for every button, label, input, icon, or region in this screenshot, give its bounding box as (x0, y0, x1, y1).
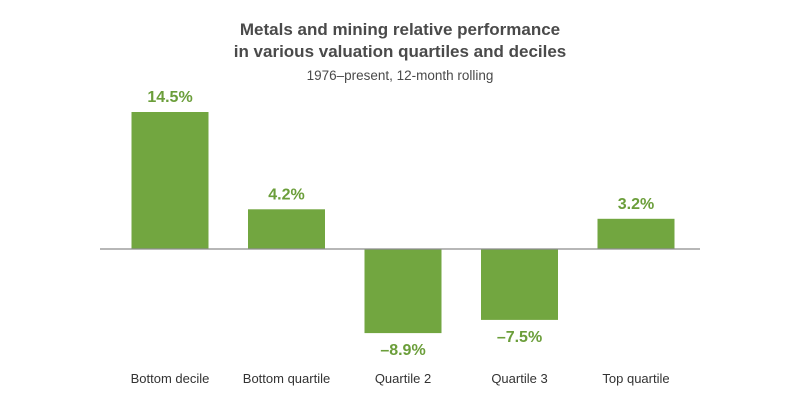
x-tick-label: Bottom quartile (243, 371, 330, 386)
chart-title-line-2: in various valuation quartiles and decil… (233, 42, 567, 61)
data-label: –7.5% (497, 329, 542, 346)
bar-bottom-decile (131, 112, 209, 249)
bar-quartile-2 (364, 249, 442, 334)
x-tick-label: Top quartile (602, 371, 669, 386)
x-tick-label: Bottom decile (131, 371, 210, 386)
bar-top-quartile (597, 218, 675, 249)
labels-layer: 14.5% Bottom decile 4.2% Bottom quartile –8.… (131, 89, 670, 386)
chart-title-line-1: Metals and mining relative performance (239, 20, 561, 39)
data-label: 4.2% (268, 186, 304, 203)
data-label: –8.9% (380, 342, 425, 359)
chart-subtitle: 1976–present, 12-month rolling (306, 68, 494, 83)
bars-layer (131, 112, 675, 334)
data-label: 3.2% (618, 196, 654, 213)
bar-quartile-3 (481, 249, 558, 320)
bar-bottom-quartile (248, 209, 325, 249)
data-label: 14.5% (147, 89, 192, 106)
x-tick-label: Quartile 2 (375, 371, 431, 386)
x-tick-label: Quartile 3 (491, 371, 547, 386)
